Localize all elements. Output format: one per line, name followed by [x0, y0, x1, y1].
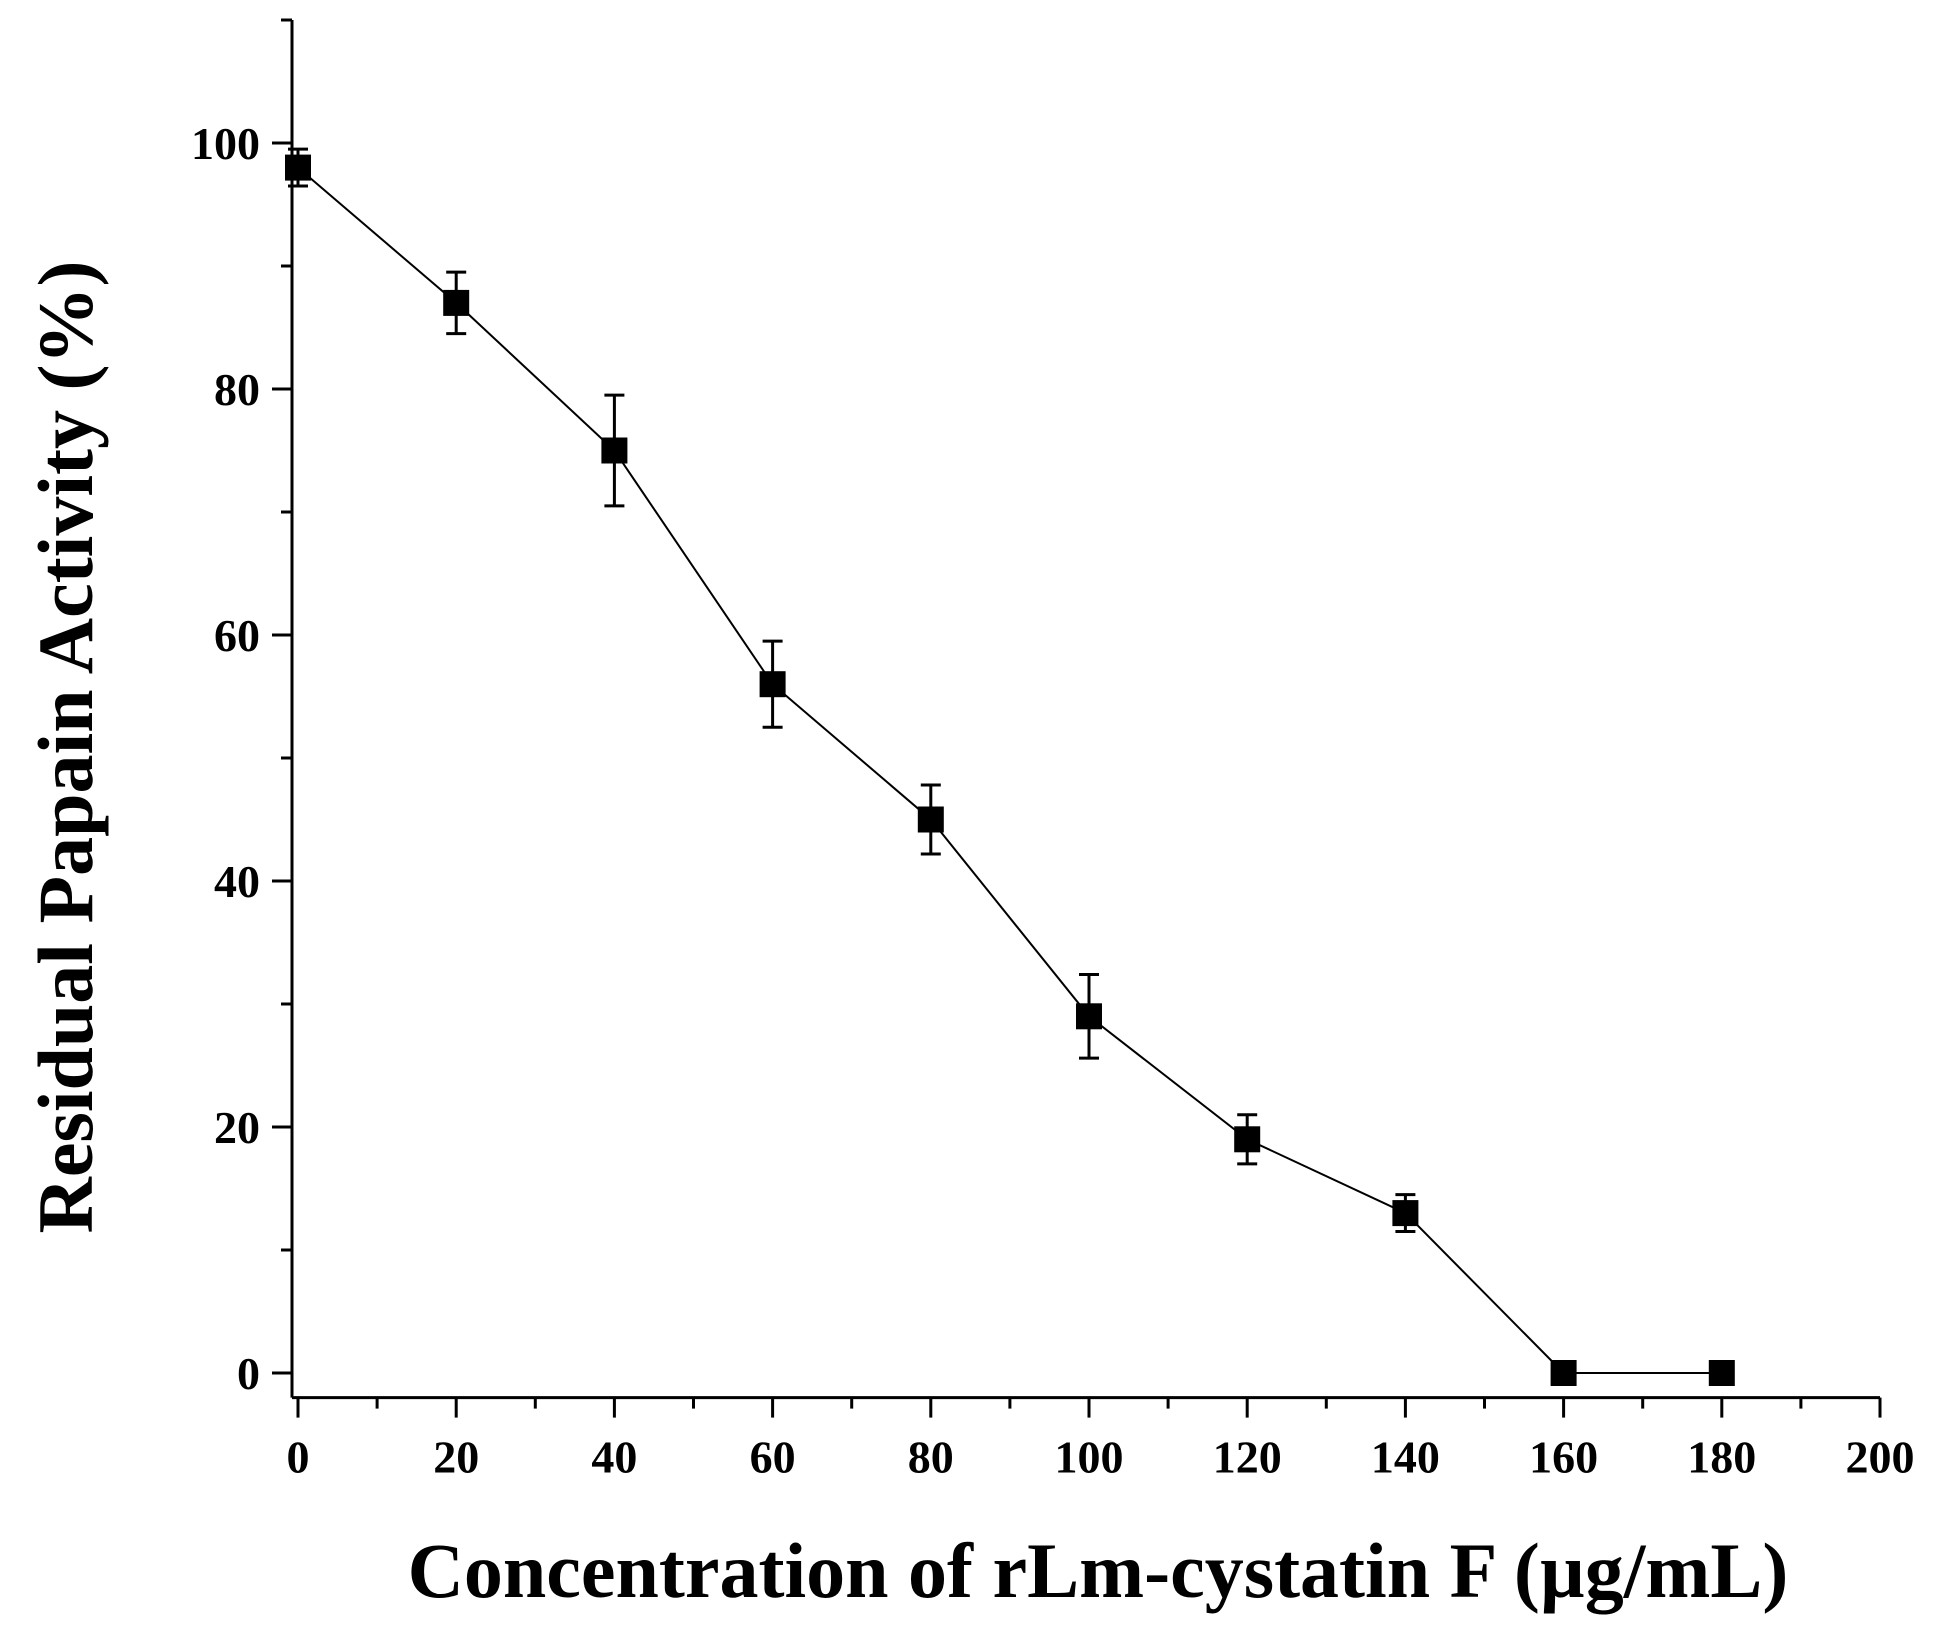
y-tick-label: 0 — [237, 1348, 260, 1399]
y-tick-label: 80 — [214, 364, 260, 415]
x-tick-label: 120 — [1213, 1432, 1282, 1483]
data-point — [1234, 1126, 1261, 1153]
axes — [290, 20, 1880, 1400]
data-point — [601, 437, 628, 464]
data-point — [1550, 1360, 1577, 1386]
tick-labels: 0 20 40 60 80 100 120 140 160 180 200 0 20 40 60 80 100 — [191, 118, 1915, 1483]
data-point — [1392, 1200, 1419, 1227]
x-tick-label: 180 — [1687, 1432, 1756, 1483]
series-line — [297, 166, 1722, 1374]
data-series — [285, 147, 1735, 1386]
y-axis-title: Residual Papain Activity (%) — [22, 261, 109, 1234]
y-tick-label: 60 — [214, 610, 260, 661]
y-tick-label: 20 — [214, 1102, 260, 1153]
data-point — [285, 154, 311, 181]
x-tick-label: 140 — [1371, 1432, 1440, 1483]
x-tick-label: 100 — [1055, 1432, 1124, 1483]
x-tick-label: 20 — [433, 1432, 479, 1483]
data-point — [1708, 1360, 1735, 1386]
data-point — [759, 671, 786, 698]
x-tick-label: 0 — [287, 1432, 310, 1483]
ticks — [272, 18, 1882, 1418]
x-tick-label: 40 — [591, 1432, 637, 1483]
y-tick-label: 40 — [214, 856, 260, 907]
x-tick-label: 160 — [1529, 1432, 1598, 1483]
x-axis-title: Concentration of rLm-cystatin F (µg/mL) — [408, 1527, 1789, 1614]
y-tick-label: 100 — [191, 118, 260, 169]
data-point — [917, 806, 944, 833]
x-tick-label: 60 — [750, 1432, 796, 1483]
data-point — [443, 289, 470, 316]
data-point — [1076, 1003, 1102, 1030]
x-tick-label: 200 — [1846, 1432, 1915, 1483]
x-tick-label: 80 — [908, 1432, 954, 1483]
